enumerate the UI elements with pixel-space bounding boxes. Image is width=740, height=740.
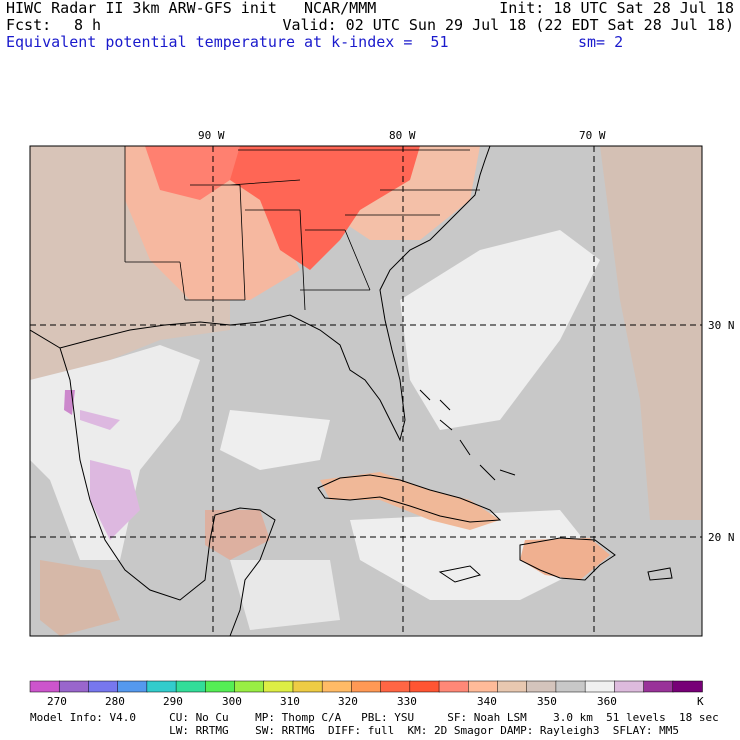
coastlines — [30, 146, 673, 636]
lat-label-20n: 20 N — [708, 531, 735, 544]
graticule — [30, 146, 702, 636]
coastline-gulf-atlantic — [30, 146, 491, 442]
colorbar-swatch — [555, 680, 586, 693]
colorbar-swatch — [321, 680, 353, 693]
colorbar-swatch — [409, 680, 440, 693]
field-title: Equivalent potential temperature — [6, 33, 295, 51]
footer-model-info: Model Info: V4.0 CU: No Cu MP: Thomp C/A… — [30, 711, 719, 724]
field-white-sw — [230, 560, 340, 630]
colorbar-tick-280: 280 — [105, 695, 125, 708]
colorbar-tick-310: 310 — [280, 695, 300, 708]
field-plot — [30, 146, 702, 636]
colorbar-swatch — [643, 680, 674, 693]
colorbar-swatch — [117, 680, 148, 693]
coastline-cuba — [317, 474, 502, 523]
coastline-jamaica — [438, 565, 482, 583]
colorbar-tick-360: 360 — [597, 695, 617, 708]
lon-label-80w: 80 W — [389, 129, 416, 142]
field-white-atlantic — [400, 230, 600, 430]
coastline-bahamas — [419, 389, 516, 481]
colorbar-tick-330: 330 — [397, 695, 417, 708]
field-red-core — [220, 146, 420, 270]
colorbar-swatch — [672, 680, 703, 693]
header-fcst-value: 8 h — [74, 16, 102, 34]
coastline-hispaniola — [519, 537, 616, 581]
coastline-mexico — [59, 347, 276, 636]
colorbar-swatch — [146, 680, 177, 693]
colorbar-tick-270: 270 — [47, 695, 67, 708]
colorbar-swatch — [263, 680, 294, 693]
footer-physics: LW: RRTMG SW: RRTMG DIFF: full KM: 2D Sm… — [30, 724, 680, 737]
colorbar-swatch — [205, 680, 236, 693]
colorbar-swatch — [292, 680, 323, 693]
field-tan-atlantic — [600, 146, 702, 520]
smoothing-label: sm= 2 — [578, 33, 624, 51]
field-lilac-2 — [90, 460, 140, 540]
state-borders — [124, 146, 480, 311]
header-fcst-label: Fcst: — [6, 16, 52, 34]
coastline-puerto-rico — [647, 567, 673, 581]
map-frame — [29, 145, 703, 637]
colorbar-swatch — [614, 680, 645, 693]
header-valid: Valid: 02 UTC Sun 29 Jul 18 (22 EDT Sat … — [282, 16, 734, 34]
field-salmon-yucatan — [205, 510, 270, 560]
header-init: Init: 18 UTC Sat 28 Jul 18 — [499, 0, 734, 17]
colorbar-swatch — [88, 680, 119, 693]
header-title: HIWC Radar II 3km ARW-GFS init NCAR/MMM — [6, 0, 377, 17]
field-tan-mexico — [40, 560, 120, 636]
colorbar — [29, 680, 703, 693]
colorbar-swatch — [497, 680, 528, 693]
field-salmon-hispaniola — [520, 538, 610, 580]
colorbar-swatch — [58, 680, 90, 693]
field-red-west — [145, 146, 240, 200]
colorbar-tick-320: 320 — [338, 695, 358, 708]
lon-label-70w: 70 W — [579, 129, 606, 142]
lon-label-90w: 90 W — [198, 129, 225, 142]
field-lilac-1 — [80, 410, 120, 430]
state-border-lines — [124, 146, 480, 311]
colorbar-swatch — [175, 680, 207, 693]
colorbar-tick-340: 340 — [477, 695, 497, 708]
colorbar-tick-290: 290 — [163, 695, 183, 708]
lat-label-30n: 30 N — [708, 319, 735, 332]
colorbar-swatch — [526, 680, 557, 693]
colorbar-swatch — [438, 680, 470, 693]
colorbar-swatch — [584, 680, 616, 693]
colorbar-swatch — [351, 680, 382, 693]
field-white-gulf-center — [220, 410, 330, 470]
colorbar-swatch — [468, 680, 499, 693]
colorbar-swatch — [380, 680, 411, 693]
colorbar-tick-300: 300 — [222, 695, 242, 708]
field-salmon-cuba — [320, 472, 500, 530]
level-label: at k-index = 51 — [304, 33, 449, 51]
colorbar-swatch — [234, 680, 265, 693]
field-white-caribbean — [350, 510, 600, 600]
colorbar-unit: K — [697, 695, 704, 708]
colorbar-swatch — [29, 680, 60, 693]
colorbar-tick-350: 350 — [537, 695, 557, 708]
